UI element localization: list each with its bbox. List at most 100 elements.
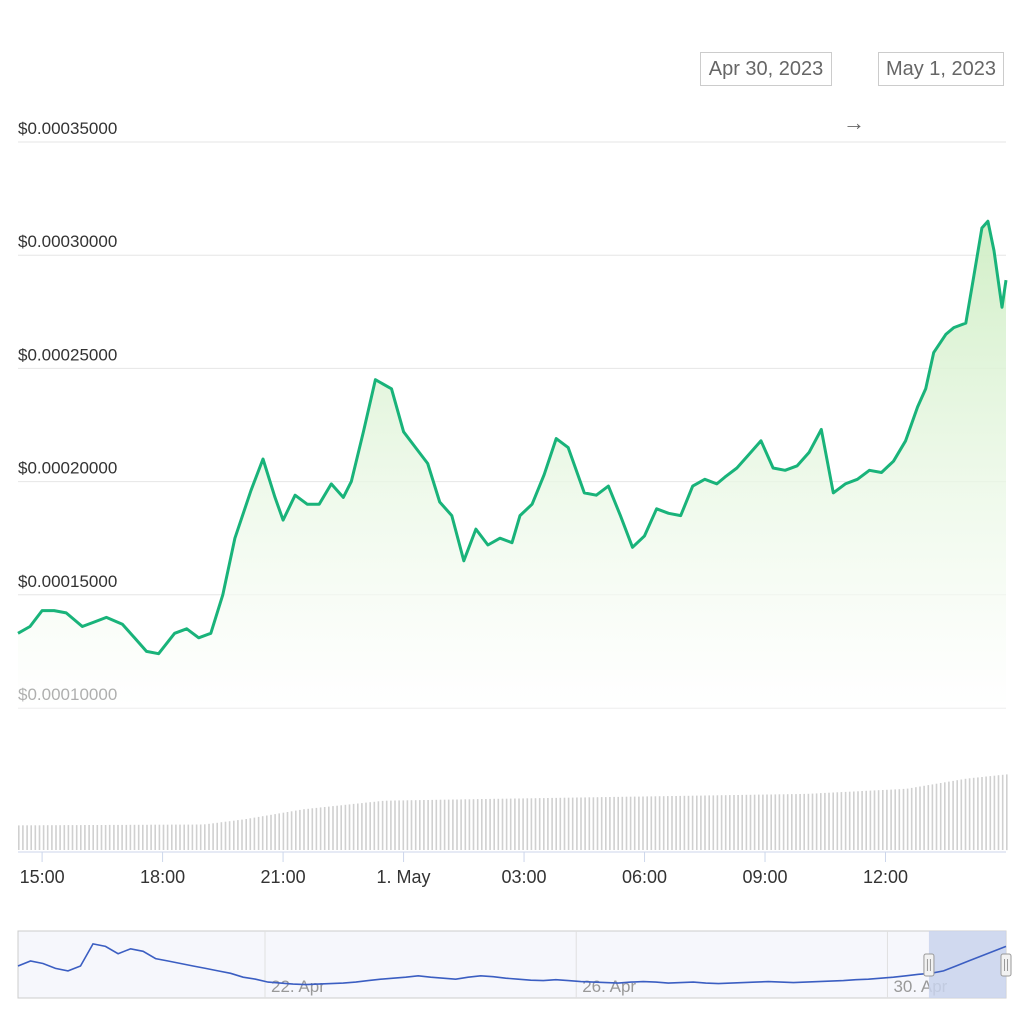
volume-bar bbox=[439, 799, 442, 850]
volume-bar bbox=[88, 825, 90, 850]
volume-bar bbox=[737, 795, 739, 850]
volume-bar bbox=[55, 825, 57, 850]
volume-bar bbox=[538, 798, 541, 850]
volume-bar bbox=[352, 803, 355, 850]
date-range-to-input[interactable]: May 1, 2023 bbox=[878, 52, 1004, 86]
volume-bar bbox=[385, 800, 388, 850]
volume-bar bbox=[348, 804, 351, 850]
volume-bar bbox=[749, 794, 752, 850]
volume-bar bbox=[642, 796, 644, 850]
volume-bar bbox=[638, 796, 640, 850]
volume-bar bbox=[63, 825, 66, 850]
volume-bar bbox=[741, 794, 743, 850]
volume-bar bbox=[902, 788, 905, 850]
volume-bar bbox=[931, 784, 934, 850]
volume-bar bbox=[613, 796, 615, 850]
x-tick-label: 21:00 bbox=[261, 867, 306, 887]
x-tick-label: 1. May bbox=[377, 867, 431, 887]
volume-bar bbox=[142, 824, 144, 850]
volume-bar bbox=[303, 809, 305, 850]
volume-bar bbox=[26, 825, 28, 850]
volume-bar bbox=[840, 792, 843, 850]
price-line bbox=[17, 219, 1008, 656]
volume-bar bbox=[543, 798, 545, 850]
volume-bar bbox=[336, 805, 338, 850]
volume-bar bbox=[766, 794, 768, 850]
volume-bar bbox=[795, 794, 797, 850]
volume-bar bbox=[398, 800, 400, 850]
navigator[interactable]: 22. Apr 26. Apr 30. Apr bbox=[17, 930, 1012, 999]
volume-bar bbox=[307, 808, 309, 850]
volume-bar bbox=[683, 795, 686, 850]
volume-bar bbox=[34, 825, 37, 850]
volume-bar bbox=[576, 797, 578, 850]
volume-bar bbox=[80, 825, 82, 850]
volume-bar bbox=[555, 797, 557, 850]
volume-bar bbox=[171, 824, 173, 850]
volume-bar bbox=[923, 785, 925, 850]
volume-bar bbox=[530, 798, 533, 850]
volume-bar bbox=[836, 792, 839, 850]
navigator-background bbox=[17, 930, 1007, 999]
volume-bar bbox=[989, 776, 992, 850]
volume-bar bbox=[877, 790, 880, 850]
volume-bar bbox=[915, 787, 917, 850]
volume-bar bbox=[518, 798, 520, 850]
volume-bar bbox=[381, 800, 384, 850]
volume-bar bbox=[489, 798, 491, 850]
volume-bar bbox=[807, 793, 810, 850]
navigator-handle-left[interactable] bbox=[923, 953, 935, 977]
volume-bar bbox=[220, 822, 223, 850]
volume-bar bbox=[166, 824, 169, 850]
volume-bar bbox=[762, 794, 764, 850]
volume-bar bbox=[700, 795, 702, 850]
volume-bar bbox=[468, 799, 471, 850]
volume-bar bbox=[774, 794, 777, 850]
volume-bar bbox=[204, 824, 206, 850]
volume-bar bbox=[295, 810, 297, 850]
date-range-from-input[interactable]: Apr 30, 2023 bbox=[700, 52, 832, 86]
volume-bar bbox=[357, 803, 359, 850]
volume-bar bbox=[919, 786, 921, 850]
volume-bar bbox=[997, 775, 1000, 850]
volume-bar bbox=[811, 793, 814, 850]
volume-bar bbox=[691, 795, 694, 850]
volume-bar bbox=[456, 799, 458, 850]
volume-bar bbox=[993, 775, 996, 850]
volume-bar bbox=[745, 794, 748, 850]
volume-bar bbox=[117, 824, 119, 850]
volume-bar bbox=[985, 776, 987, 850]
volume-bar bbox=[662, 796, 665, 850]
volume-bar bbox=[944, 782, 946, 850]
x-axis-labels: 15:00 18:00 21:00 1. May 03:00 06:00 09:00 12:0… bbox=[20, 852, 908, 887]
volume-bar bbox=[704, 795, 706, 850]
volume-bar bbox=[753, 794, 756, 850]
volume-bar bbox=[592, 797, 595, 850]
volume-bar bbox=[563, 797, 566, 850]
volume-bar bbox=[964, 778, 967, 850]
volume-bar bbox=[233, 820, 235, 850]
volume-bar bbox=[208, 823, 210, 850]
volume-bar bbox=[286, 812, 289, 850]
volume-bar bbox=[261, 816, 264, 850]
volume-bar bbox=[600, 797, 603, 850]
volume-bar bbox=[75, 825, 78, 850]
volume-bar bbox=[509, 798, 512, 850]
volume-bar bbox=[861, 791, 863, 850]
volume-bar bbox=[629, 796, 632, 850]
volume-bar bbox=[617, 796, 619, 850]
volume-bar bbox=[1006, 774, 1008, 851]
navigator-handle-right[interactable] bbox=[1000, 953, 1012, 977]
volume-bar bbox=[340, 805, 342, 850]
volume-bar bbox=[46, 825, 49, 850]
volume-bar bbox=[815, 793, 818, 850]
volume-bar bbox=[447, 799, 450, 850]
volume-bar bbox=[365, 802, 367, 850]
volume-bar bbox=[452, 799, 454, 850]
volume-bar bbox=[18, 825, 20, 850]
volume-bar bbox=[402, 800, 405, 850]
y-tick-label: $0.00035000 bbox=[18, 119, 117, 138]
volume-bar bbox=[588, 797, 591, 850]
navigator-tick-label: 26. Apr bbox=[582, 977, 636, 996]
volume-bar bbox=[290, 811, 293, 850]
